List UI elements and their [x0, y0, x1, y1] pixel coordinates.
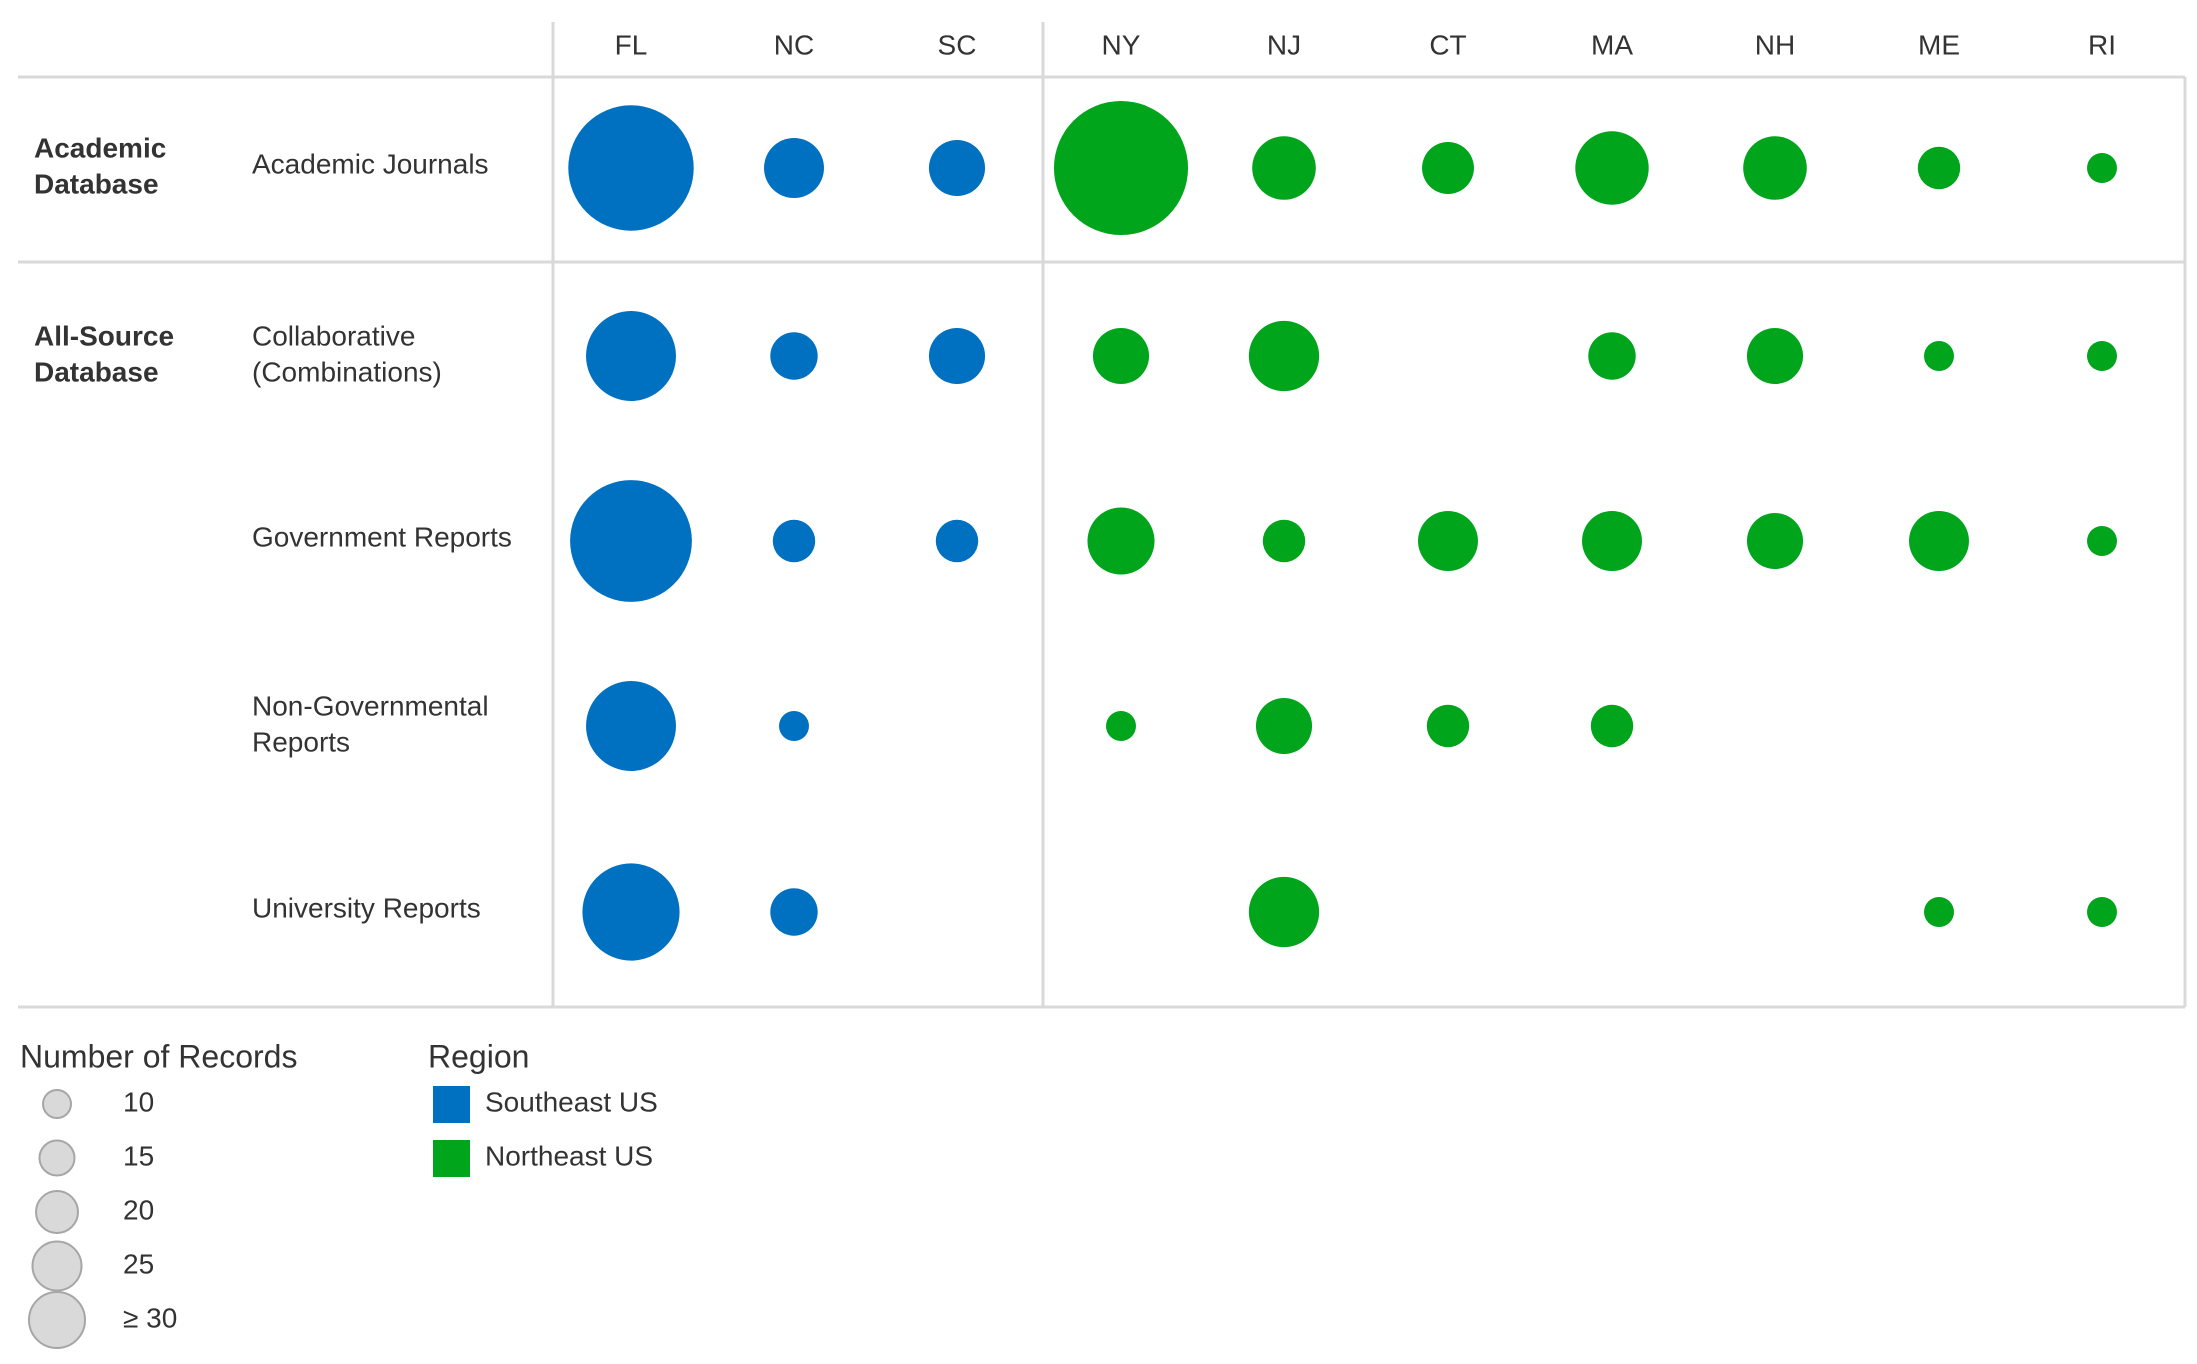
- size-legend-label: 25: [123, 1248, 154, 1279]
- bubble-ma: [1590, 704, 1634, 748]
- bubble-ri: [2087, 897, 2117, 927]
- size-legend-swatch: [42, 1089, 72, 1119]
- column-header-ri: RI: [2088, 29, 2116, 60]
- color-legend-label: Southeast US: [485, 1086, 658, 1117]
- column-header-fl: FL: [615, 29, 648, 60]
- row-label: Non-Governmental: [252, 690, 489, 721]
- bubble-nj: [1255, 697, 1313, 755]
- row-label: University Reports: [252, 892, 481, 923]
- bubble-ma: [1588, 332, 1636, 380]
- size-legend-label: ≥ 30: [123, 1302, 177, 1333]
- bubble-sc: [935, 519, 979, 563]
- bubble-me: [1917, 146, 1961, 190]
- bubble-nh: [1746, 327, 1804, 385]
- bubble-ny: [1053, 100, 1189, 236]
- bubble-nc: [772, 519, 816, 563]
- bubble-nj: [1248, 320, 1320, 392]
- size-legend-swatch: [28, 1291, 86, 1349]
- group-label: Academic: [34, 132, 166, 163]
- size-legend-swatch: [31, 1240, 83, 1292]
- column-header-ny: NY: [1102, 29, 1141, 60]
- bubble-fl: [586, 681, 676, 771]
- bubble-fl: [582, 863, 680, 961]
- bubble-ri: [2087, 153, 2117, 183]
- bubble-ma: [1582, 511, 1642, 571]
- bubble-nc: [779, 711, 809, 741]
- size-legend-label: 20: [123, 1194, 154, 1225]
- bubble-ny: [1087, 507, 1155, 575]
- bubble-fl: [570, 480, 692, 602]
- size-legend-title: Number of Records: [20, 1038, 297, 1074]
- column-header-me: ME: [1918, 29, 1960, 60]
- size-legend-swatch: [38, 1139, 76, 1177]
- group-label: Database: [34, 356, 159, 387]
- column-header-sc: SC: [938, 29, 977, 60]
- column-header-nc: NC: [774, 29, 814, 60]
- bubble-ny: [1092, 327, 1150, 385]
- column-header-ct: CT: [1429, 29, 1466, 60]
- bubble-me: [1924, 341, 1954, 371]
- bubble-nc: [764, 138, 824, 198]
- column-header-nh: NH: [1755, 29, 1795, 60]
- bubble-ct: [1418, 511, 1478, 571]
- size-legend-label: 10: [123, 1086, 154, 1117]
- bubble-ma: [1575, 131, 1649, 205]
- bubble-fl: [586, 311, 676, 401]
- bubble-ct: [1426, 704, 1470, 748]
- bubble-nh: [1743, 136, 1807, 200]
- bubble-ri: [2087, 341, 2117, 371]
- bubble-nc: [770, 888, 818, 936]
- row-label: Government Reports: [252, 521, 512, 552]
- bubble-nj: [1262, 519, 1306, 563]
- color-legend-swatch: [433, 1140, 470, 1177]
- bubble-fl: [568, 105, 694, 231]
- bubble-nc: [770, 332, 818, 380]
- column-header-nj: NJ: [1267, 29, 1301, 60]
- bubble-sc: [928, 139, 986, 197]
- group-label: Database: [34, 168, 159, 199]
- size-legend-label: 15: [123, 1140, 154, 1171]
- bubble-nj: [1248, 876, 1320, 948]
- bubble-ct: [1422, 142, 1474, 194]
- row-label: Reports: [252, 726, 350, 757]
- size-legend-swatch: [35, 1190, 79, 1234]
- bubble-sc: [928, 327, 986, 385]
- row-label: Academic Journals: [252, 148, 489, 179]
- color-legend-swatch: [433, 1086, 470, 1123]
- color-legend-title: Region: [428, 1038, 529, 1074]
- row-label: (Combinations): [252, 356, 442, 387]
- bubble-ny: [1106, 711, 1136, 741]
- color-legend-label: Northeast US: [485, 1140, 653, 1171]
- bubble-nh: [1746, 512, 1804, 570]
- bubble-me: [1924, 897, 1954, 927]
- bubble-nj: [1252, 136, 1316, 200]
- bubble-ri: [2087, 526, 2117, 556]
- bubble-me: [1909, 511, 1969, 571]
- row-label: Collaborative: [252, 320, 415, 351]
- column-header-ma: MA: [1591, 29, 1633, 60]
- group-label: All-Source: [34, 320, 174, 351]
